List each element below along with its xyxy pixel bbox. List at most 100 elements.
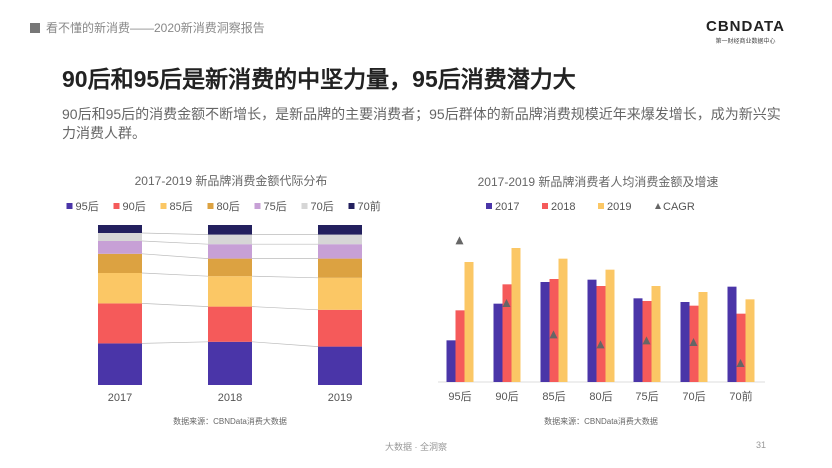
legend-label: CAGR <box>663 201 695 213</box>
bar-2018 <box>549 279 559 382</box>
logo-tagline: 第一财经商业数据中心 <box>715 39 776 45</box>
connector-line <box>141 240 209 245</box>
report-title: 看不懂的新消费——2020新消费洞察报告 <box>46 21 265 35</box>
legend-swatch <box>542 203 548 209</box>
slide-subtitle: 90后和95后的消费金额不断增长，是新品牌的主要消费者；95后群体的新品牌消费规… <box>62 106 781 141</box>
bar-2019 <box>698 292 708 382</box>
legend-triangle-icon <box>655 203 661 209</box>
bar-2017 <box>587 279 597 382</box>
stacked-bar-segment-70后 <box>98 233 142 241</box>
x-tick-label: 2019 <box>328 392 352 404</box>
stacked-bar-segment-95后 <box>98 343 142 385</box>
chart2-title: 2017-2019 新品牌消费者人均消费金额及增速 <box>478 174 719 189</box>
stacked-bar-segment-95后 <box>318 346 362 385</box>
stacked-bar-segment-75后 <box>98 241 142 254</box>
x-tick-label: 2018 <box>218 392 242 404</box>
stacked-bar-segment-70前 <box>318 225 362 235</box>
x-tick-label: 70后 <box>682 390 705 403</box>
connector-line <box>141 232 209 235</box>
bar-2017 <box>446 340 456 382</box>
bar-2019 <box>511 248 521 382</box>
page-number: 31 <box>756 440 767 450</box>
bar-2017 <box>680 302 690 382</box>
legend-label: 70前 <box>358 199 381 213</box>
connector-line <box>141 272 209 277</box>
stacked-bar-segment-75后 <box>318 244 362 259</box>
header-square-icon <box>30 22 40 33</box>
bar-2017 <box>633 298 643 382</box>
cagr-triangle-marker <box>642 336 651 345</box>
legend-label: 85后 <box>170 200 193 213</box>
bar-2019 <box>651 286 661 382</box>
legend-label: 2017 <box>495 201 519 213</box>
bar-2017 <box>727 286 737 382</box>
connector-line <box>251 306 319 311</box>
legend-swatch <box>66 203 73 209</box>
stacked-bar-segment-95后 <box>208 341 252 385</box>
legend-label: 80后 <box>217 200 240 213</box>
x-tick-label: 70前 <box>729 389 752 403</box>
cagr-triangle-marker <box>596 340 605 349</box>
stacked-bar-segment-75后 <box>208 244 252 259</box>
cagr-triangle-marker <box>502 299 511 307</box>
cagr-triangle-marker <box>689 338 698 346</box>
stacked-bar-segment-70前 <box>208 225 252 235</box>
logo-brand: CBNDATA <box>706 18 785 35</box>
legend-swatch <box>113 203 120 209</box>
bar-2017 <box>493 303 503 382</box>
bar-2018 <box>455 310 465 382</box>
legend-label: 90后 <box>123 200 146 213</box>
legend-label: 2018 <box>551 201 575 213</box>
stacked-bar-segment-85后 <box>98 273 142 304</box>
stacked-bar-segment-80后 <box>208 258 252 277</box>
x-tick-label: 80后 <box>589 390 612 403</box>
connector-line <box>141 303 209 307</box>
connector-line <box>251 275 319 279</box>
stacked-bar-segment-80后 <box>318 258 362 278</box>
legend-swatch <box>301 203 308 209</box>
chart1-source: 数据来源：CBNData消费大数据 <box>173 416 287 426</box>
legend-swatch <box>207 203 214 209</box>
legend-label: 95后 <box>76 200 99 213</box>
footer-text: 大数据 · 全洞察 <box>385 442 447 452</box>
chart2-source: 数据来源：CBNData消费大数据 <box>544 416 658 426</box>
legend-swatch <box>598 203 604 209</box>
x-tick-label: 95后 <box>448 390 471 403</box>
connector-line <box>141 341 209 344</box>
stacked-bar-segment-90后 <box>318 309 362 347</box>
legend-swatch <box>348 203 355 209</box>
stacked-bar-segment-90后 <box>98 303 142 344</box>
stacked-bar-segment-85后 <box>208 276 252 307</box>
stacked-bar-segment-70后 <box>208 234 252 245</box>
bar-2018 <box>502 284 512 382</box>
legend-swatch <box>486 203 492 209</box>
legend-label: 75后 <box>264 200 287 213</box>
stacked-bar-segment-70后 <box>318 234 362 245</box>
cagr-triangle-marker <box>549 330 558 339</box>
bar-2017 <box>540 282 550 382</box>
connector-line <box>141 253 209 259</box>
stacked-bar-segment-80后 <box>98 253 142 273</box>
chart1-title: 2017-2019 新品牌消费金额代际分布 <box>135 173 328 188</box>
connector-line <box>251 341 319 347</box>
stacked-bar-segment-70前 <box>98 225 142 233</box>
bar-2018 <box>736 313 746 382</box>
stacked-bar-segment-90后 <box>208 306 252 342</box>
cagr-triangle-marker <box>455 236 464 245</box>
x-tick-label: 75后 <box>635 390 658 403</box>
stacked-bar-segment-85后 <box>318 277 362 310</box>
legend-label: 70后 <box>311 200 334 213</box>
bar-2019 <box>464 262 474 382</box>
x-tick-label: 2017 <box>108 392 132 404</box>
x-tick-label: 90后 <box>495 390 518 403</box>
report-header: 看不懂的新消费——2020新消费洞察报告 <box>30 19 265 36</box>
bar-2019 <box>745 299 755 382</box>
legend-swatch <box>160 203 167 209</box>
legend-label: 2019 <box>607 201 631 213</box>
bar-2019 <box>605 269 615 382</box>
legend-swatch <box>254 203 261 209</box>
slide-title: 90后和95后是新消费的中坚力量，95后消费潜力大 <box>62 66 576 92</box>
bar-2019 <box>558 258 568 382</box>
x-tick-label: 85后 <box>542 390 565 403</box>
